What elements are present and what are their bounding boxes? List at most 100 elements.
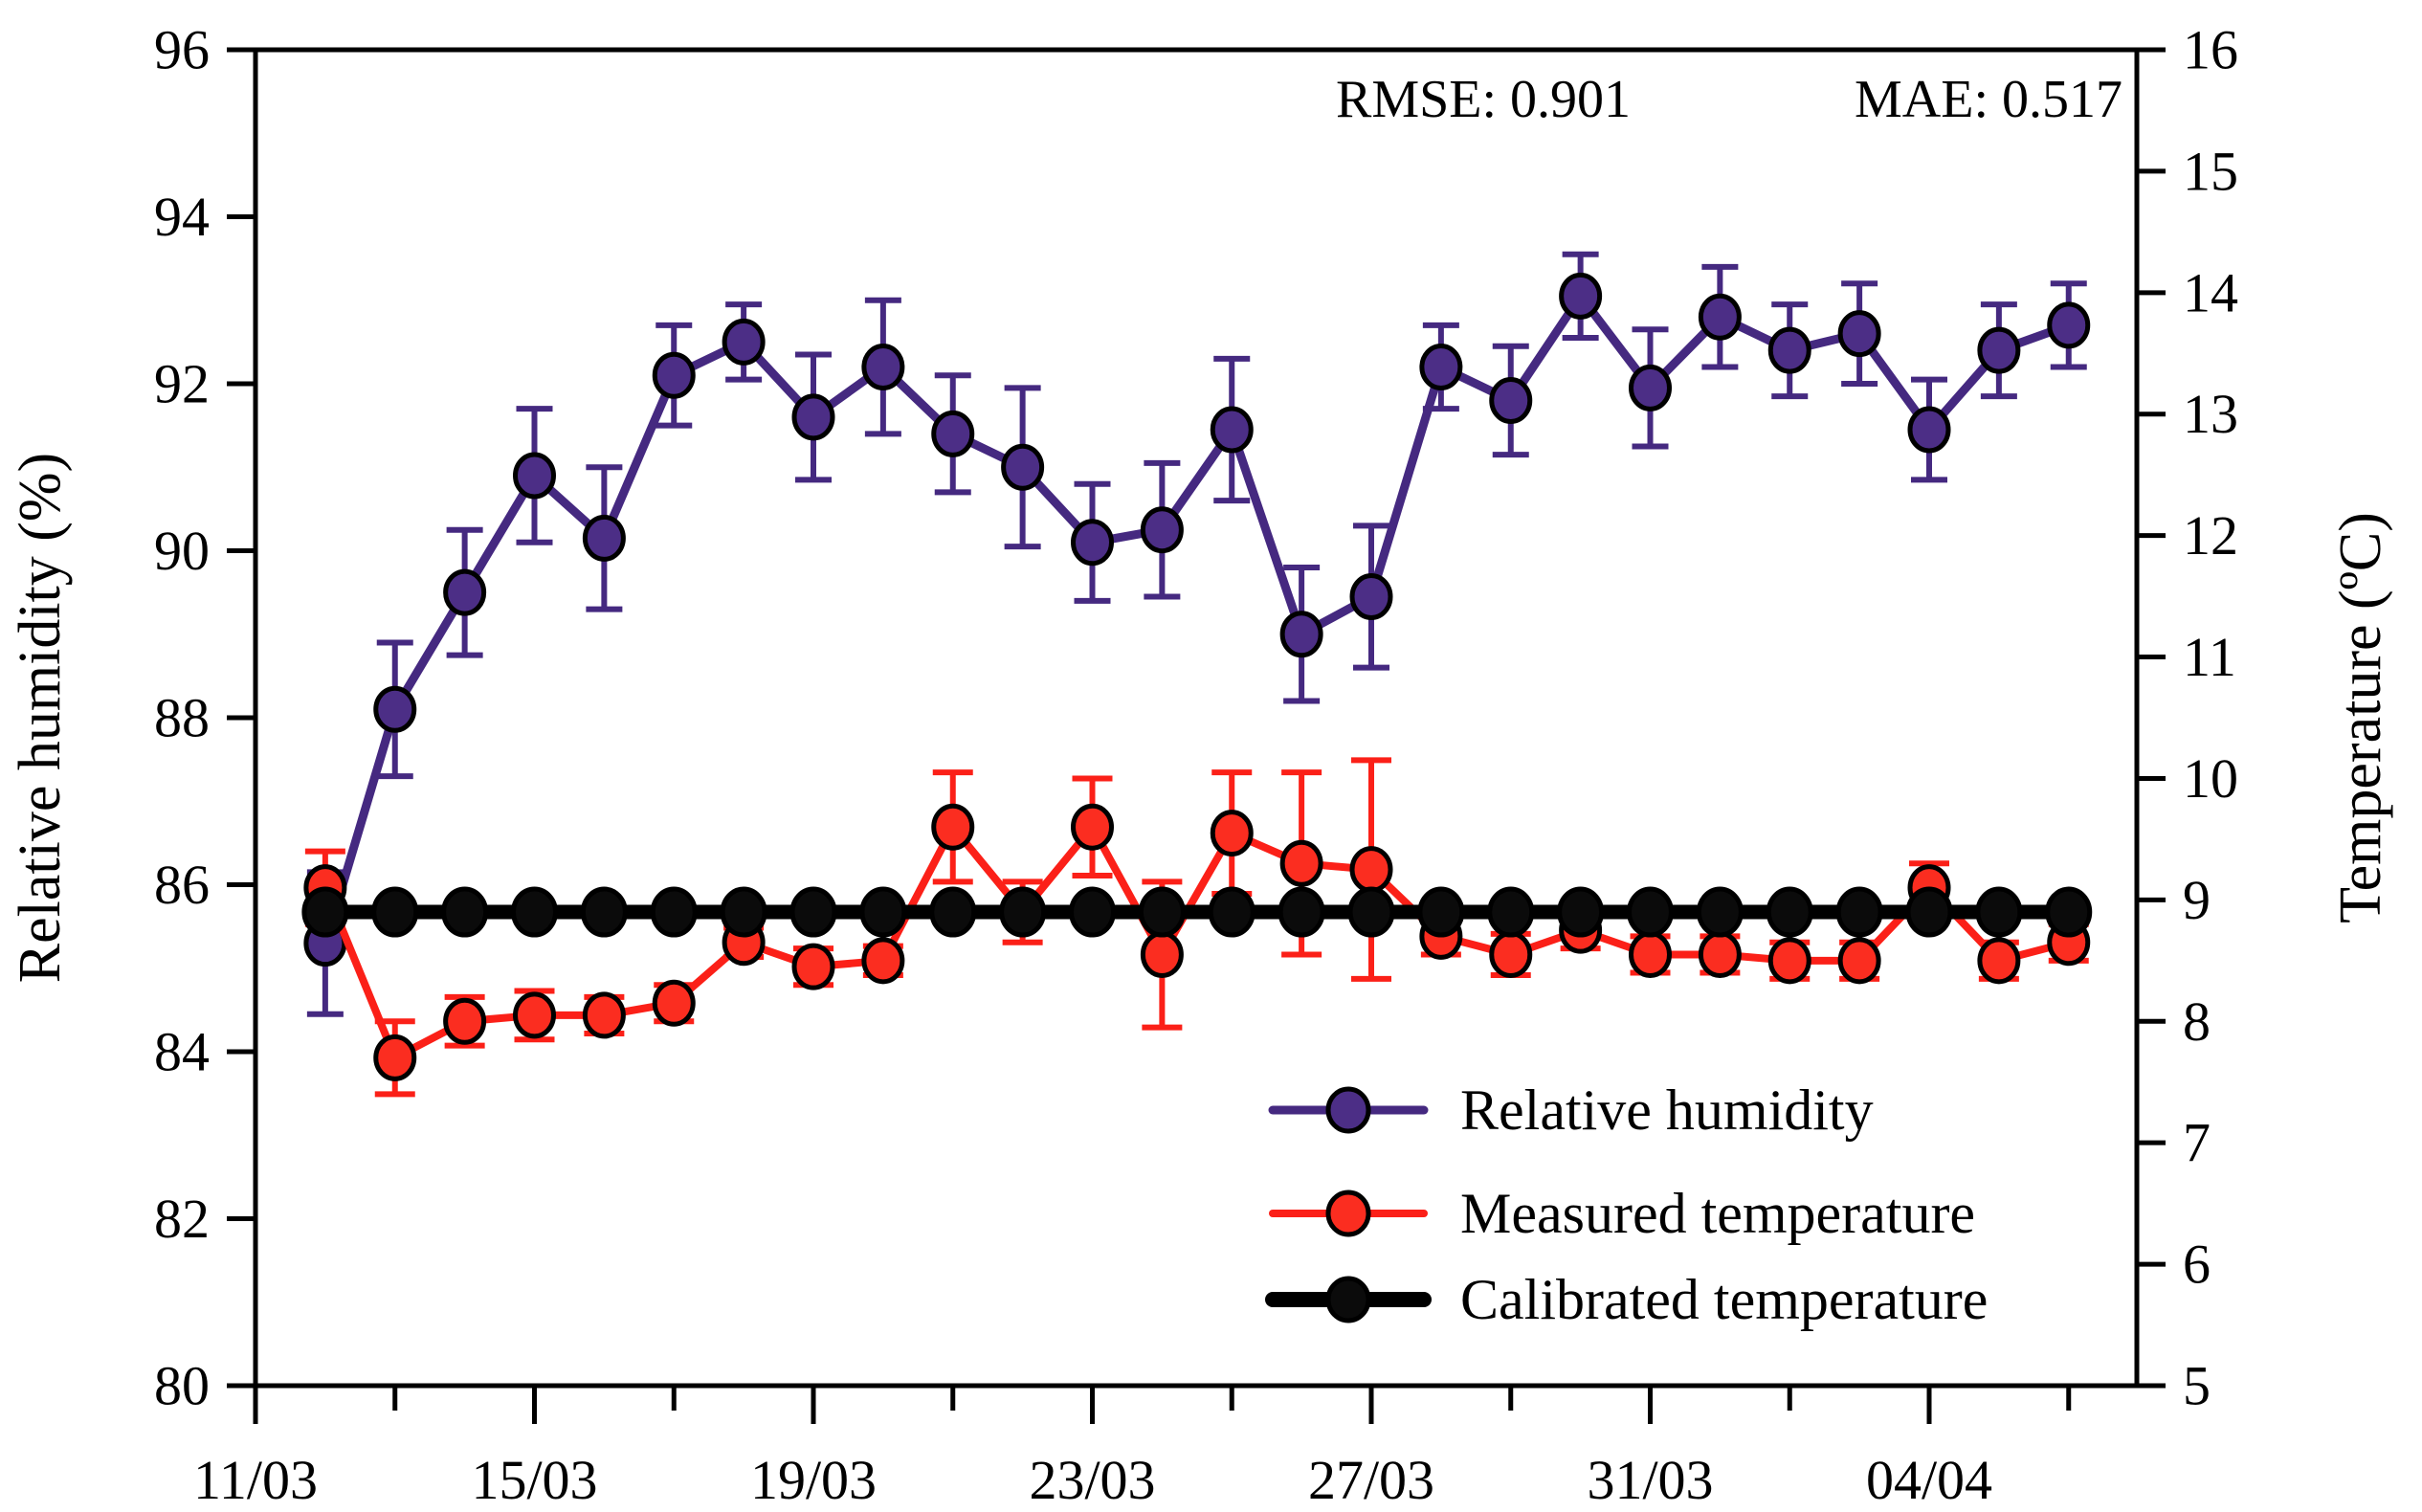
data-point <box>1905 886 1953 938</box>
x-axis-tick-label: 27/03 <box>1308 1449 1434 1511</box>
data-point <box>1559 272 1603 320</box>
right-axis-tick-label: 10 <box>2183 747 2238 810</box>
legend-marker <box>1325 1190 1371 1237</box>
data-point <box>1140 506 1184 554</box>
left-axis-title: Relative humidity (%) <box>8 453 73 983</box>
x-axis-tick-label: 15/03 <box>471 1449 597 1511</box>
left-axis-tick-label: 94 <box>154 186 210 248</box>
data-point <box>999 886 1047 938</box>
data-point <box>1766 886 1813 938</box>
right-axis-tick-label: 15 <box>2183 140 2238 202</box>
data-point <box>650 886 698 938</box>
data-point <box>1837 310 1881 358</box>
data-point <box>1349 572 1393 620</box>
data-point <box>1489 930 1533 978</box>
data-point <box>1698 293 1742 341</box>
right-axis-tick-label: 5 <box>2183 1355 2211 1417</box>
x-axis-tick-label: 04/04 <box>1866 1449 1992 1511</box>
left-axis-tick-label: 92 <box>154 353 210 415</box>
data-point <box>1767 326 1811 374</box>
data-point <box>791 393 835 441</box>
data-point <box>582 514 626 562</box>
left-axis-tick-label: 90 <box>154 520 210 582</box>
right-axis-tick-label: 12 <box>2183 504 2238 567</box>
legend-label: Relative humidity <box>1460 1078 1874 1142</box>
x-axis-tick-label: 11/03 <box>193 1449 318 1511</box>
right-axis-tick-label: 16 <box>2183 19 2238 81</box>
right-axis-tick-label: 14 <box>2183 261 2238 323</box>
data-point <box>511 886 558 938</box>
data-point <box>861 344 905 391</box>
data-point <box>1698 930 1742 978</box>
legend-label: Calibrated temperature <box>1460 1268 1988 1331</box>
data-point <box>1907 406 1951 454</box>
right-axis-tick-label: 11 <box>2183 626 2236 688</box>
data-point <box>443 997 487 1045</box>
right-axis-tick-label: 13 <box>2183 383 2238 445</box>
data-point <box>720 886 767 938</box>
data-point <box>929 886 977 938</box>
data-point <box>1629 930 1672 978</box>
x-axis-tick-label: 31/03 <box>1587 1449 1713 1511</box>
plot-frame <box>253 47 2140 1389</box>
left-axis-tick-label: 84 <box>154 1021 210 1083</box>
left-axis-tick-label: 86 <box>154 854 210 916</box>
data-point <box>2047 301 2091 349</box>
data-point <box>652 979 696 1027</box>
right-axis-tick-label: 7 <box>2183 1112 2211 1174</box>
right-axis-tick-label: 8 <box>2183 990 2211 1053</box>
data-point <box>1279 839 1323 887</box>
data-point <box>1977 326 2021 374</box>
data-point <box>373 1034 417 1081</box>
data-point <box>1767 937 1811 985</box>
data-point <box>1071 519 1114 567</box>
data-point <box>580 886 628 938</box>
data-point <box>513 452 556 500</box>
data-point <box>1278 886 1325 938</box>
mae-annotation: MAE: 0.517 <box>1855 70 2122 129</box>
data-point <box>441 886 489 938</box>
left-axis-tick-label: 88 <box>154 687 210 749</box>
data-point <box>1349 846 1393 894</box>
data-point <box>861 937 905 985</box>
data-point <box>1138 886 1186 938</box>
data-point <box>789 886 837 938</box>
data-point <box>373 685 417 733</box>
data-point <box>652 351 696 399</box>
left-axis-tick-label: 82 <box>154 1188 210 1250</box>
data-point <box>1975 886 2023 938</box>
data-point <box>1557 886 1605 938</box>
data-point <box>301 886 349 938</box>
right-axis-tick-label: 6 <box>2183 1234 2211 1296</box>
right-axis-title: Temperature (ºC) <box>2328 512 2393 923</box>
data-point <box>371 886 419 938</box>
data-point <box>1627 886 1674 938</box>
data-point <box>1977 937 2021 985</box>
data-point <box>1835 886 1883 938</box>
data-point <box>791 943 835 990</box>
data-point <box>443 568 487 616</box>
legend-marker <box>1325 1086 1371 1134</box>
data-point <box>1001 443 1045 491</box>
data-point <box>859 886 907 938</box>
data-point <box>1208 886 1255 938</box>
data-point <box>1837 937 1881 985</box>
data-point <box>1071 803 1114 851</box>
data-point <box>931 410 975 457</box>
data-point <box>1487 886 1535 938</box>
data-point <box>1140 930 1184 978</box>
data-point <box>722 318 766 366</box>
data-point <box>1069 886 1116 938</box>
data-point <box>582 991 626 1039</box>
data-point <box>1696 886 1744 938</box>
data-point <box>513 991 556 1039</box>
x-axis-tick-label: 23/03 <box>1029 1449 1155 1511</box>
rmse-annotation: RMSE: 0.901 <box>1336 70 1631 129</box>
data-point <box>1347 886 1395 938</box>
x-axis-tick-label: 19/03 <box>750 1449 877 1511</box>
data-point <box>1489 376 1533 424</box>
data-point <box>1629 364 1672 411</box>
